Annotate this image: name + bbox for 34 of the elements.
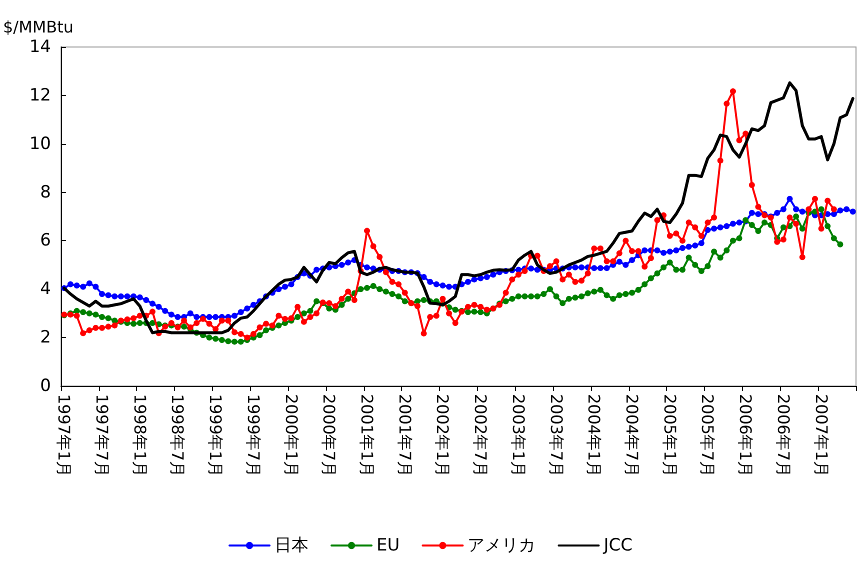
x-tick-label: 2007年1月 — [812, 394, 831, 477]
x-tick-label: 2002年7月 — [471, 394, 490, 477]
legend-label: JCC — [602, 536, 632, 556]
x-tick-label: 1999年1月 — [206, 394, 226, 477]
x-tick-label: 2006年7月 — [774, 394, 793, 477]
x-tick-label: 2006年1月 — [736, 394, 756, 477]
y-tick-label: 4 — [40, 279, 51, 300]
legend-label: 日本 — [274, 536, 309, 556]
x-tick-label: 1997年1月 — [54, 394, 74, 477]
x-tick-label: 2003年7月 — [546, 394, 566, 477]
x-tick-label: 2003年1月 — [508, 394, 528, 477]
y-tick-label: 6 — [40, 230, 51, 251]
y-tick-label: 14 — [29, 37, 51, 57]
x-tick-label: 2000年7月 — [320, 394, 339, 477]
y-axis-title: $/MMBtu — [3, 18, 74, 36]
y-tick-label: 2 — [40, 328, 51, 348]
y-tick-label: 8 — [40, 182, 51, 202]
x-tick-label: 1999年7月 — [244, 394, 263, 477]
x-tick-label: 2004年7月 — [622, 394, 642, 477]
x-tick-label: 2000年1月 — [282, 394, 301, 477]
x-tick-label: 1998年7月 — [168, 394, 188, 477]
legend-label: EU — [376, 536, 400, 556]
x-tick-label: 2002年1月 — [433, 394, 452, 477]
y-tick-label: 0 — [40, 376, 51, 396]
x-tick-label: 1998年1月 — [130, 394, 150, 477]
x-tick-label: 2005年7月 — [698, 394, 718, 477]
x-tick-label: 2001年7月 — [395, 394, 414, 477]
y-tick-label: 10 — [29, 134, 51, 154]
x-tick-label: 2005年1月 — [660, 394, 680, 477]
x-tick-label: 2004年1月 — [584, 394, 604, 477]
y-tick-label: 12 — [29, 85, 51, 106]
legend-label: アメリカ — [468, 536, 536, 556]
x-tick-label: 2001年1月 — [358, 394, 377, 477]
x-tick-label: 1997年7月 — [92, 394, 112, 477]
